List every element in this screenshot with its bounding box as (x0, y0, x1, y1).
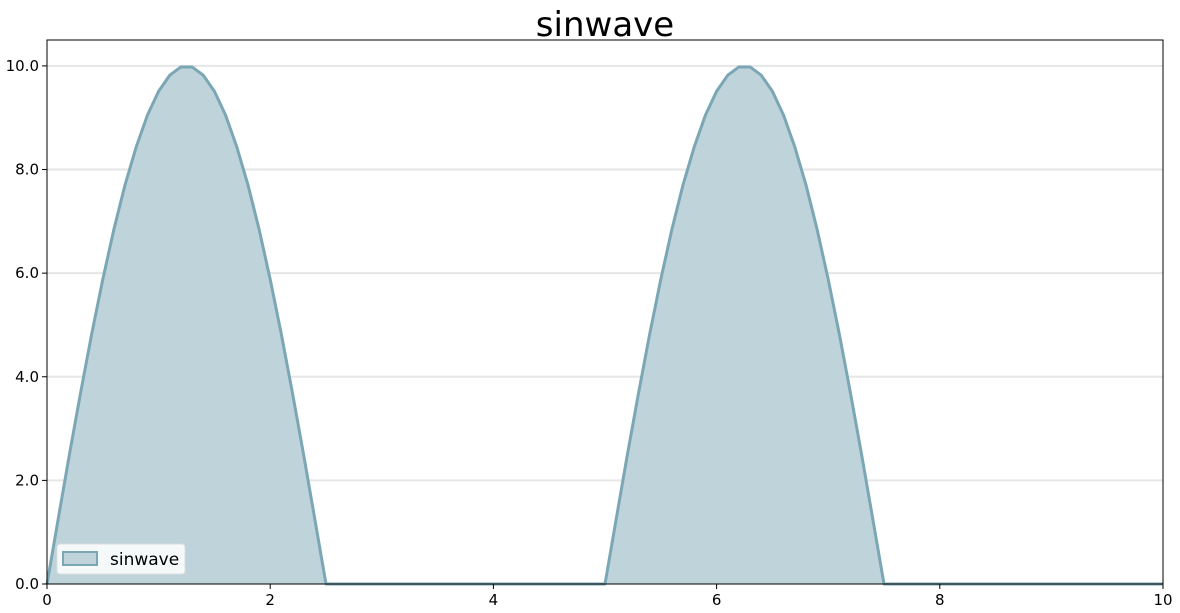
y-tick-label-5: 10.0 (6, 57, 39, 75)
series-area-0 (47, 66, 1163, 584)
legend-label: sinwave (110, 550, 179, 570)
series-layer (45, 65, 1163, 586)
x-tick-label-0: 0 (42, 591, 52, 609)
x-tick-label-2: 4 (489, 591, 499, 609)
plot-frame (46, 39, 1164, 585)
y-tick-label-3: 6.0 (15, 264, 39, 282)
y-tick-label-4: 8.0 (15, 161, 39, 179)
y-tick-label-0: 0.0 (15, 575, 39, 593)
legend: sinwave (56, 543, 186, 575)
x-tick-label-1: 2 (265, 591, 275, 609)
x-tick-label-3: 6 (712, 591, 722, 609)
x-axis: 0 2 4 6 8 10 (42, 584, 1173, 609)
y-tick-label-2: 4.0 (15, 368, 39, 386)
y-axis: 0.0 2.0 4.0 6.0 8.0 10.0 (6, 57, 47, 593)
y-tick-label-1: 2.0 (15, 471, 39, 489)
legend-swatch (62, 551, 98, 566)
x-tick-label-5: 10 (1153, 591, 1172, 609)
chart-title: sinwave (536, 5, 674, 45)
x-tick-label-4: 8 (935, 591, 945, 609)
